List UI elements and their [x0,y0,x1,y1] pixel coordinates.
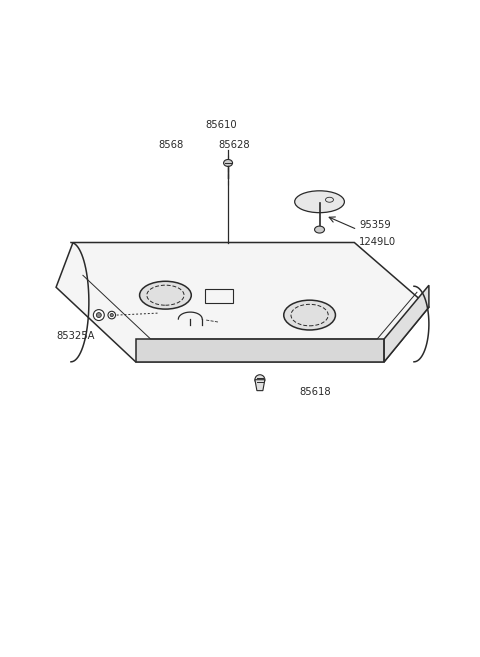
Polygon shape [384,285,429,362]
Circle shape [108,311,116,319]
Text: 85628: 85628 [218,140,250,150]
Text: 85618: 85618 [300,386,331,397]
Text: 1249L0: 1249L0 [360,237,396,248]
Text: 85610: 85610 [205,120,237,130]
Ellipse shape [295,191,344,213]
Circle shape [93,309,104,321]
Ellipse shape [224,160,232,166]
Ellipse shape [255,374,265,384]
Text: 8568: 8568 [158,140,184,150]
Circle shape [110,313,113,317]
Ellipse shape [284,300,336,330]
Circle shape [96,313,101,317]
Text: 85325A: 85325A [56,331,95,341]
Polygon shape [255,380,265,391]
Ellipse shape [314,226,324,233]
Text: 95359: 95359 [360,219,391,229]
Polygon shape [56,242,429,362]
Ellipse shape [140,281,192,309]
Polygon shape [136,339,384,362]
